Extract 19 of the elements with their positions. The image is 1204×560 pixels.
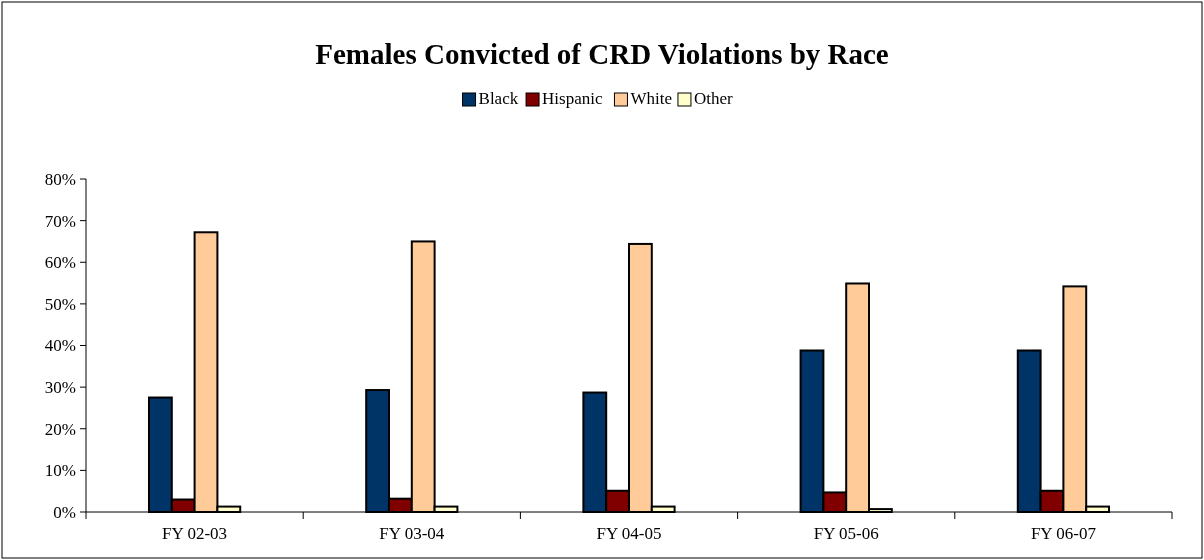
y-tick-label: 60% (44, 253, 76, 273)
y-tick-label: 80% (44, 169, 76, 189)
y-tick-label: 10% (44, 461, 76, 481)
legend-label: Hispanic (542, 89, 603, 108)
x-tick-label: FY 05-06 (813, 524, 879, 543)
legend-label: Black (478, 89, 519, 108)
chart-title: Females Convicted of CRD Violations by Race (315, 38, 889, 70)
y-tick-label: 30% (44, 378, 76, 398)
legend-label: Other (693, 89, 733, 108)
x-tick-label: FY 03-04 (379, 524, 445, 543)
x-tick-label: FY 04-05 (596, 524, 662, 543)
x-tick-label: FY 02-03 (162, 524, 228, 543)
y-tick-label: 70% (44, 211, 76, 231)
legend-label: White (630, 89, 672, 108)
x-tick-label: FY 06-07 (1030, 524, 1097, 543)
y-tick-label: 20% (44, 419, 76, 439)
y-tick-label: 0% (53, 502, 76, 522)
y-tick-label: 40% (44, 336, 76, 356)
y-tick-label: 50% (44, 294, 76, 314)
